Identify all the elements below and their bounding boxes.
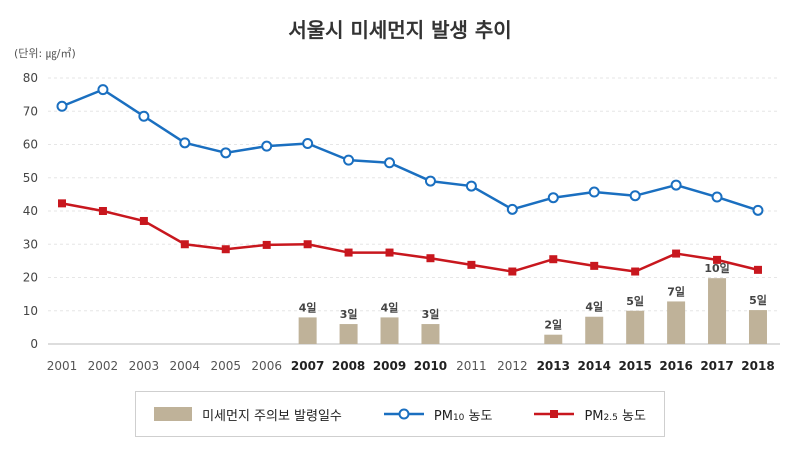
- legend-item-pm10: PM10 농도: [383, 405, 493, 424]
- x-tick-label: 2015: [618, 359, 651, 373]
- y-tick-label: 60: [23, 138, 38, 152]
- series-line-pm10: [61, 88, 759, 212]
- pm25-point: [180, 240, 189, 249]
- pm25-point: [58, 199, 66, 208]
- pm10-point: [302, 138, 314, 150]
- legend-item-alert-days: 미세먼지 주의보 발령일수: [154, 405, 342, 424]
- y-tick-label: 30: [23, 237, 38, 251]
- legend-pm10-swatch: [383, 408, 424, 420]
- pm10-point: [220, 147, 232, 159]
- pm10-point: [629, 190, 641, 202]
- x-tick-label: 2006: [251, 359, 282, 373]
- legend-label-alert-days: 미세먼지 주의보 발령일수: [202, 408, 342, 424]
- x-tick-label: 2011: [456, 359, 487, 373]
- bar-data-label: 10일: [704, 261, 729, 275]
- legend-bar-swatch: [154, 407, 193, 421]
- x-tick-label: 2004: [170, 359, 201, 373]
- bar: [298, 317, 317, 344]
- pm25-point: [713, 255, 722, 264]
- pm10-point: [97, 84, 109, 96]
- x-tick-label: 2010: [414, 359, 447, 373]
- pm25-point: [262, 240, 271, 249]
- legend-label-pm25: PM2.5 농도: [584, 408, 646, 424]
- unit-label: (단위: ㎍/㎥): [14, 47, 76, 60]
- pm25-point: [590, 261, 599, 270]
- pm10-point: [670, 179, 682, 191]
- chart-plot: 0 10 20 30 40 50 60 70 80 2001 2002 2003 2004 2005 200…: [23, 71, 780, 373]
- pm10-point: [179, 137, 191, 149]
- x-tick-label: 2003: [129, 359, 160, 373]
- bar: [708, 278, 727, 344]
- bar: [585, 316, 604, 344]
- pm10-point: [506, 203, 518, 215]
- y-tick-label: 0: [30, 337, 38, 351]
- x-tick-label: 2001: [47, 359, 78, 373]
- x-tick-label: 2002: [88, 359, 119, 373]
- x-tick-label: 2012: [497, 359, 528, 373]
- pm10-point: [711, 191, 723, 203]
- pm25-point: [753, 265, 762, 274]
- bar: [748, 310, 767, 344]
- series-line-pm25: [61, 202, 759, 273]
- bar: [339, 324, 358, 344]
- pm25-point: [344, 248, 353, 257]
- bar: [421, 324, 440, 344]
- pm10-point: [752, 204, 764, 216]
- x-tick-label: 2017: [700, 359, 733, 373]
- y-tick-label: 40: [23, 204, 38, 218]
- pm10-point: [465, 180, 477, 192]
- legend-label-pm10: PM10 농도: [433, 408, 493, 424]
- x-tick-label: 2013: [537, 359, 570, 373]
- y-tick-label: 10: [23, 304, 38, 318]
- x-tick-label: 2009: [373, 359, 406, 373]
- y-tick-label: 20: [23, 271, 38, 285]
- y-tick-label: 80: [23, 71, 38, 85]
- y-tick-label: 70: [23, 104, 38, 118]
- bar-data-label: 5일: [626, 294, 644, 308]
- legend-item-pm25: PM2.5 농도: [534, 405, 646, 424]
- x-tick-label: 2018: [741, 359, 774, 373]
- pm10-point: [138, 110, 150, 122]
- bar-data-label: 4일: [381, 300, 399, 314]
- bar-data-label: 3일: [340, 307, 358, 321]
- pm10-point: [56, 100, 68, 112]
- pm25-point: [508, 267, 517, 276]
- chart-title: 서울시 미세먼지 발생 추이: [288, 18, 512, 42]
- x-tick-label: 2007: [291, 359, 324, 373]
- pm10-point: [588, 186, 600, 198]
- pm25-point: [426, 254, 435, 263]
- y-tick-label: 50: [23, 171, 38, 185]
- x-tick-label: 2005: [210, 359, 241, 373]
- pm25-point: [549, 255, 558, 264]
- bar-data-label: 5일: [749, 293, 767, 307]
- pm25-point: [672, 249, 681, 258]
- pm25-point: [385, 248, 394, 257]
- legend-pm25-swatch: [534, 410, 575, 418]
- bar: [667, 301, 686, 344]
- pm25-point: [221, 245, 230, 254]
- pm25-point: [467, 260, 476, 269]
- x-tick-label: 2014: [578, 359, 611, 373]
- pm10-point: [424, 175, 436, 187]
- pm10-point: [261, 140, 273, 152]
- pm25-point: [303, 240, 312, 249]
- pm10-point: [384, 157, 396, 169]
- pm10-point: [343, 154, 355, 166]
- bar-data-label: 3일: [422, 307, 440, 321]
- pm25-point: [98, 207, 107, 215]
- pm10-point: [547, 192, 559, 204]
- pm25-point: [139, 216, 148, 225]
- bar: [380, 317, 399, 344]
- bar-data-label: 4일: [585, 300, 603, 314]
- x-tick-label: 2016: [659, 359, 692, 373]
- chart-legend: 미세먼지 주의보 발령일수 PM10 농도 PM2.5 농도: [135, 391, 665, 437]
- bar: [544, 334, 563, 344]
- x-tick-label: 2008: [332, 359, 365, 373]
- bar-data-label: 2일: [544, 318, 562, 332]
- pm25-point: [631, 267, 640, 276]
- bar: [626, 310, 645, 344]
- bar-data-label: 4일: [299, 300, 317, 314]
- bar-data-label: 7일: [667, 284, 685, 298]
